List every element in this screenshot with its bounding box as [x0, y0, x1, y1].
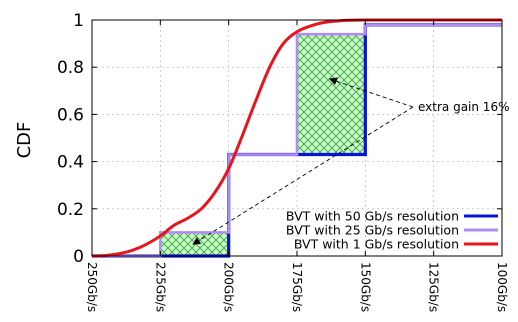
y-tick-label: 1: [73, 11, 84, 31]
annotation-arrow: [192, 106, 414, 245]
y-axis-label: CDF: [14, 122, 35, 159]
series-line-2: [92, 23, 502, 258]
legend-label: BVT with 25 Gb/s resolution: [286, 223, 459, 238]
legend-label: BVT with 1 Gb/s resolution: [294, 237, 459, 252]
x-tick-label: 250Gb/s: [85, 262, 99, 312]
x-tick-label: 175Gb/s: [290, 262, 304, 312]
x-tick-label: 150Gb/s: [358, 262, 372, 312]
annotation: extra gain 16%: [192, 77, 509, 245]
y-tick-label: 0.6: [57, 105, 84, 125]
y-tick-label: 0: [73, 247, 84, 267]
y-tick-label: 0.4: [57, 153, 84, 173]
x-tick-label: 225Gb/s: [153, 262, 167, 312]
x-tick-label: 200Gb/s: [222, 262, 236, 312]
shaded-gain-region: [297, 34, 366, 155]
shaded-gain-region: [160, 232, 229, 256]
x-tick-label: 100Gb/s: [495, 262, 509, 312]
y-tick-label: 0.8: [57, 58, 84, 78]
x-tick-label: 125Gb/s: [427, 262, 441, 312]
x-axis-ticks: 250Gb/s 225Gb/s 200Gb/s 175Gb/s 150Gb/s 125Gb…: [85, 20, 509, 312]
y-tick-label: 0.2: [57, 200, 84, 220]
y-axis-ticks: 0 0.2 0.4 0.6 0.8 1: [57, 11, 502, 267]
legend-label: BVT with 50 Gb/s resolution: [286, 209, 459, 224]
annotation-arrow: [328, 77, 414, 108]
annotation-label: extra gain 16%: [418, 100, 509, 114]
series-line-3: [91, 18, 503, 258]
